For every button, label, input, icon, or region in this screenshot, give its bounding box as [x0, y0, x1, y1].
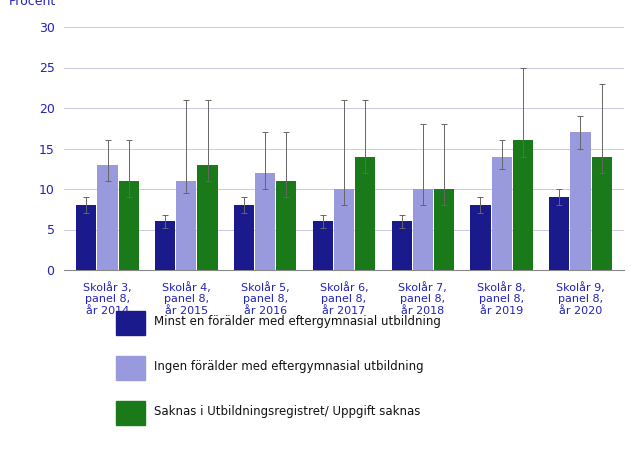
- Bar: [592, 157, 611, 270]
- Bar: [118, 181, 139, 270]
- Bar: [98, 165, 118, 270]
- Text: Minst en förälder med eftergymnasial utbildning: Minst en förälder med eftergymnasial utb…: [154, 315, 441, 328]
- Bar: [77, 205, 96, 270]
- Bar: [355, 157, 376, 270]
- Bar: [155, 221, 176, 270]
- Bar: [234, 205, 254, 270]
- Bar: [392, 221, 412, 270]
- Bar: [570, 132, 590, 270]
- Bar: [491, 157, 512, 270]
- Text: Procent: Procent: [8, 0, 55, 8]
- Bar: [434, 189, 454, 270]
- Bar: [197, 165, 217, 270]
- Bar: [471, 205, 491, 270]
- Bar: [176, 181, 197, 270]
- Bar: [255, 173, 275, 270]
- Bar: [334, 189, 354, 270]
- Text: Ingen förälder med eftergymnasial utbildning: Ingen förälder med eftergymnasial utbild…: [154, 360, 424, 373]
- Bar: [512, 140, 533, 270]
- Bar: [312, 221, 333, 270]
- Bar: [413, 189, 433, 270]
- Text: Saknas i Utbildningsregistret/ Uppgift saknas: Saknas i Utbildningsregistret/ Uppgift s…: [154, 405, 421, 418]
- Bar: [549, 197, 570, 270]
- Bar: [276, 181, 296, 270]
